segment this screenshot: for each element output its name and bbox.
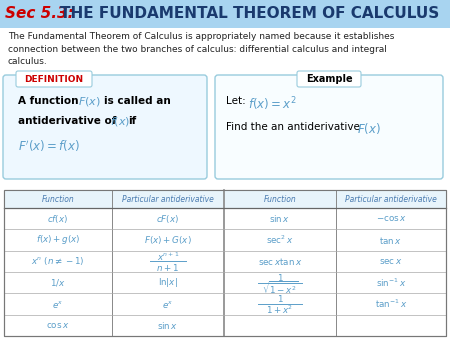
Text: $f(x)$: $f(x)$: [110, 115, 130, 128]
Text: $1+x^2$: $1+x^2$: [266, 304, 293, 316]
Text: $\cos x$: $\cos x$: [46, 321, 70, 330]
Text: $\ln|x|$: $\ln|x|$: [158, 276, 178, 289]
Text: A function: A function: [18, 96, 78, 106]
Text: $x^n\ (n \neq -1)$: $x^n\ (n \neq -1)$: [31, 255, 85, 267]
Text: $\sin x$: $\sin x$: [270, 213, 291, 224]
Text: THE FUNDAMENTAL THEOREM OF CALCULUS: THE FUNDAMENTAL THEOREM OF CALCULUS: [60, 6, 439, 22]
Text: $n+1$: $n+1$: [157, 262, 180, 273]
Text: $e^x$: $e^x$: [52, 298, 64, 310]
Text: $e^x$: $e^x$: [162, 298, 174, 310]
Text: $\sec^2 x$: $\sec^2 x$: [266, 234, 294, 246]
Text: The Fundamental Theorem of Calculus is appropriately named because it establishe: The Fundamental Theorem of Calculus is a…: [8, 32, 394, 66]
Text: $f(x) = x^2$: $f(x) = x^2$: [248, 95, 297, 113]
Text: Find the an antiderivative: Find the an antiderivative: [226, 122, 360, 132]
Text: $F'(x) = f(x)$: $F'(x) = f(x)$: [18, 138, 80, 153]
Text: $1$: $1$: [277, 293, 284, 305]
Text: Particular antiderivative: Particular antiderivative: [345, 194, 437, 203]
Text: $-\cos x$: $-\cos x$: [376, 214, 406, 223]
Text: Function: Function: [41, 194, 74, 203]
Text: Let:: Let:: [226, 96, 246, 106]
Bar: [0, 0, 450, 28]
Text: $1/x$: $1/x$: [50, 277, 66, 288]
Text: $\tan^{-1}x$: $\tan^{-1}x$: [375, 298, 407, 310]
Text: antiderivative of: antiderivative of: [18, 116, 117, 126]
Text: $\sec x$: $\sec x$: [379, 257, 403, 266]
Bar: [4, 190, 446, 336]
Text: $\tan x$: $\tan x$: [379, 235, 402, 245]
Text: $\sin^{-1}x$: $\sin^{-1}x$: [376, 276, 406, 289]
FancyBboxPatch shape: [297, 71, 361, 87]
Text: $\sin x$: $\sin x$: [158, 320, 179, 331]
Text: $x^{n+1}$: $x^{n+1}$: [157, 250, 179, 263]
Text: $1$: $1$: [277, 272, 284, 283]
Text: $\sqrt{1-x^2}$: $\sqrt{1-x^2}$: [262, 280, 298, 297]
Text: Function: Function: [264, 194, 297, 203]
Text: $F(x) + G(x)$: $F(x) + G(x)$: [144, 234, 192, 246]
Text: Particular antiderivative: Particular antiderivative: [122, 194, 214, 203]
FancyBboxPatch shape: [3, 75, 207, 179]
Text: $\sec x\tan x$: $\sec x\tan x$: [258, 256, 302, 267]
Text: $F(x)$: $F(x)$: [357, 121, 381, 136]
Text: DEFINITION: DEFINITION: [24, 74, 84, 83]
FancyBboxPatch shape: [16, 71, 92, 87]
Text: Sec 5.3:: Sec 5.3:: [5, 6, 74, 22]
Text: is called an: is called an: [104, 96, 171, 106]
Text: Example: Example: [306, 74, 352, 84]
Text: $f(x) + g(x)$: $f(x) + g(x)$: [36, 234, 81, 246]
Text: $F(x)$: $F(x)$: [78, 95, 101, 108]
Text: if: if: [128, 116, 136, 126]
Bar: [4, 190, 446, 336]
Text: $cF(x)$: $cF(x)$: [157, 213, 180, 225]
Bar: [4, 190, 446, 208]
FancyBboxPatch shape: [215, 75, 443, 179]
Text: $cf(x)$: $cf(x)$: [47, 213, 68, 225]
